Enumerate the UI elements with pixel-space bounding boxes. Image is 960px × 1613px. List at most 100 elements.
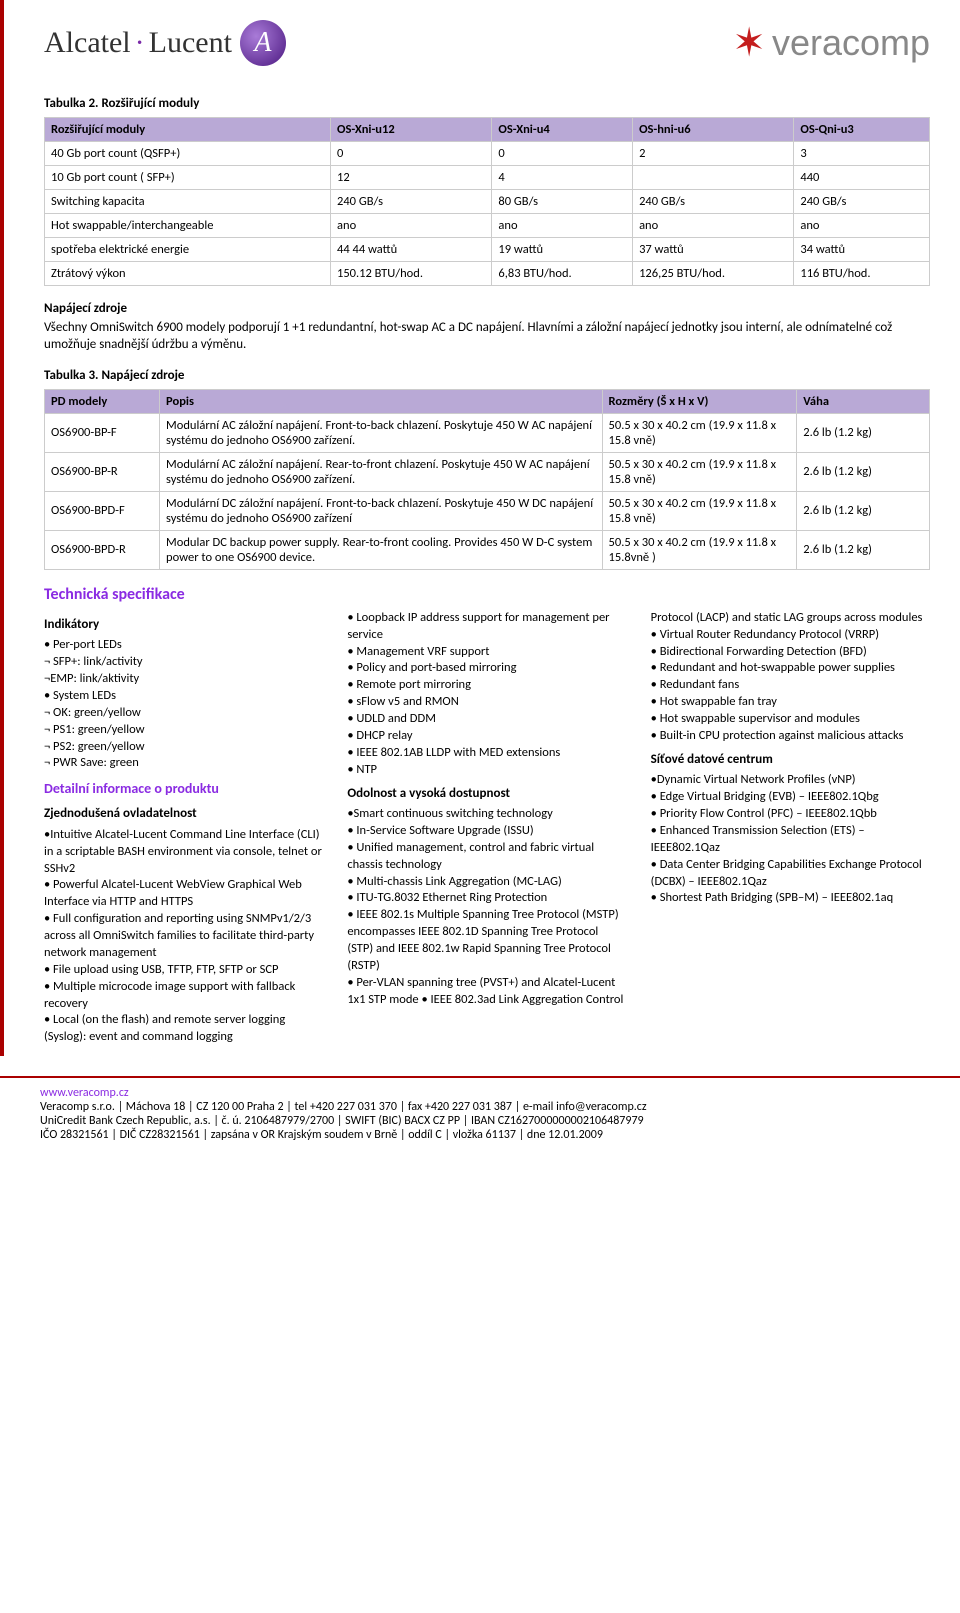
table-row: 10 Gb port count ( SFP+)124440: [45, 166, 930, 190]
indicators-text: • Per-port LEDs ¬ SFP+: link/activity ¬E…: [44, 637, 323, 772]
page-content: Alcatel · Lucent A ✶ veracomp Tabulka 2.…: [0, 0, 960, 1056]
power-heading: Napájecí zdroje: [44, 301, 930, 316]
td: 10 Gb port count ( SFP+): [45, 166, 331, 190]
th: OS-hni-u6: [633, 118, 794, 142]
td: 150.12 BTU/hod.: [331, 262, 492, 286]
table-header-row: Rozšiřující moduly OS-Xni-u12 OS-Xni-u4 …: [45, 118, 930, 142]
table-row: Hot swappable/interchangeableanoanoanoan…: [45, 214, 930, 238]
logo-vc-text: veracomp: [772, 22, 930, 64]
table-row: OS6900-BPD-FModulární DC záložní napájen…: [45, 491, 930, 530]
manageability-text: •Intuitive Alcatel-Lucent Command Line I…: [44, 827, 323, 1046]
td: OS6900-BP-F: [45, 413, 160, 452]
resiliency-heading: Odolnost a vysoká dostupnost: [347, 785, 626, 803]
td: ano: [331, 214, 492, 238]
col3-text-1: Protocol (LACP) and static LAG groups ac…: [651, 610, 930, 745]
td: Switching kapacita: [45, 190, 331, 214]
table-row: OS6900-BP-FModulární AC záložní napájení…: [45, 413, 930, 452]
td: 2.6 lb (1.2 kg): [797, 491, 930, 530]
td: 40 Gb port count (QSFP+): [45, 142, 331, 166]
td: 80 GB/s: [492, 190, 633, 214]
td: 3: [794, 142, 930, 166]
resiliency-text: •Smart continuous switching technology •…: [347, 806, 626, 1009]
td: 0: [331, 142, 492, 166]
table2-title: Tabulka 2. Rozšiřující moduly: [44, 96, 930, 111]
td: Hot swappable/interchangeable: [45, 214, 331, 238]
td: 19 wattů: [492, 238, 633, 262]
veracomp-logo: ✶ veracomp: [732, 20, 930, 66]
table-row: OS6900-BPD-RModular DC backup power supp…: [45, 530, 930, 569]
td: 50.5 x 30 x 40.2 cm (19.9 x 11.8 x 15.8v…: [602, 530, 797, 569]
td: Modular DC backup power supply. Rear-to-…: [160, 530, 603, 569]
tech-spec-title: Technická specifikace: [44, 585, 930, 604]
footer-line-1: Veracomp s.r.o. | Máchova 18 | CZ 120 00…: [40, 1100, 930, 1114]
td: 6,83 BTU/hod.: [492, 262, 633, 286]
td: 126,25 BTU/hod.: [633, 262, 794, 286]
logo-al-text-2: Lucent: [149, 26, 232, 60]
detail-heading: Detailní informace o produktu: [44, 780, 323, 799]
spec-columns: Indikátory • Per-port LEDs ¬ SFP+: link/…: [44, 610, 930, 1046]
logos-row: Alcatel · Lucent A ✶ veracomp: [44, 20, 930, 66]
spec-col-2: • Loopback IP address support for manage…: [347, 610, 626, 1046]
td: 2.6 lb (1.2 kg): [797, 413, 930, 452]
manageability-heading: Zjednodušená ovladatelnost: [44, 805, 323, 823]
td: 37 wattů: [633, 238, 794, 262]
th: Váha: [797, 389, 930, 413]
td: ano: [492, 214, 633, 238]
datacenter-text: •Dynamic Virtual Network Profiles (vNP) …: [651, 772, 930, 907]
alcatel-lucent-logo: Alcatel · Lucent A: [44, 20, 286, 66]
footer-line-3: IČO 28321561 | DIČ CZ28321561 | zapsána …: [40, 1128, 930, 1142]
table3-power-supplies: PD modely Popis Rozměry (Š x H x V) Váha…: [44, 389, 930, 570]
spec-col-1: Indikátory • Per-port LEDs ¬ SFP+: link/…: [44, 610, 323, 1046]
td: ano: [794, 214, 930, 238]
td: Modulární AC záložní napájení. Front-to-…: [160, 413, 603, 452]
td: 240 GB/s: [794, 190, 930, 214]
table2-expansion-modules: Rozšiřující moduly OS-Xni-u12 OS-Xni-u4 …: [44, 117, 930, 286]
th: Rozměry (Š x H x V): [602, 389, 797, 413]
td: 50.5 x 30 x 40.2 cm (19.9 x 11.8 x 15.8 …: [602, 413, 797, 452]
td: OS6900-BPD-R: [45, 530, 160, 569]
table3-title: Tabulka 3. Napájecí zdroje: [44, 368, 930, 383]
power-body: Všechny OmniSwitch 6900 modely podporují…: [44, 320, 930, 354]
td: Modulární AC záložní napájení. Rear-to-f…: [160, 452, 603, 491]
spec-col-3: Protocol (LACP) and static LAG groups ac…: [651, 610, 930, 1046]
footer-line-2: UniCredit Bank Czech Republic, a.s. | č.…: [40, 1114, 930, 1128]
th: PD modely: [45, 389, 160, 413]
table-row: spotřeba elektrické energie44 44 wattů19…: [45, 238, 930, 262]
table-row: 40 Gb port count (QSFP+)0023: [45, 142, 930, 166]
td: 2.6 lb (1.2 kg): [797, 452, 930, 491]
table-header-row: PD modely Popis Rozměry (Š x H x V) Váha: [45, 389, 930, 413]
td: 2: [633, 142, 794, 166]
table-row: OS6900-BP-RModulární AC záložní napájení…: [45, 452, 930, 491]
td: 34 wattů: [794, 238, 930, 262]
th: Rozšiřující moduly: [45, 118, 331, 142]
th: OS-Xni-u4: [492, 118, 633, 142]
logo-al-dot: ·: [131, 26, 149, 60]
th: OS-Qni-u3: [794, 118, 930, 142]
td: 12: [331, 166, 492, 190]
th: OS-Xni-u12: [331, 118, 492, 142]
td: 4: [492, 166, 633, 190]
td: 50.5 x 30 x 40.2 cm (19.9 x 11.8 x 15.8 …: [602, 491, 797, 530]
footer-url[interactable]: www.veracomp.cz: [40, 1086, 129, 1100]
td: spotřeba elektrické energie: [45, 238, 331, 262]
td: Ztrátový výkon: [45, 262, 331, 286]
col2-text-1: • Loopback IP address support for manage…: [347, 610, 626, 779]
td: 240 GB/s: [331, 190, 492, 214]
td: 44 44 wattů: [331, 238, 492, 262]
td: 116 BTU/hod.: [794, 262, 930, 286]
table-row: Switching kapacita240 GB/s80 GB/s240 GB/…: [45, 190, 930, 214]
td: 50.5 x 30 x 40.2 cm (19.9 x 11.8 x 15.8 …: [602, 452, 797, 491]
datacenter-heading: Síťové datové centrum: [651, 751, 930, 769]
indicators-heading: Indikátory: [44, 616, 323, 634]
th: Popis: [160, 389, 603, 413]
td: 0: [492, 142, 633, 166]
td: [633, 166, 794, 190]
td: OS6900-BP-R: [45, 452, 160, 491]
td: ano: [633, 214, 794, 238]
td: Modulární DC záložní napájení. Front-to-…: [160, 491, 603, 530]
td: 2.6 lb (1.2 kg): [797, 530, 930, 569]
veracomp-icon: ✶: [732, 20, 766, 66]
td: 240 GB/s: [633, 190, 794, 214]
td: OS6900-BPD-F: [45, 491, 160, 530]
logo-al-text-1: Alcatel: [44, 26, 131, 60]
